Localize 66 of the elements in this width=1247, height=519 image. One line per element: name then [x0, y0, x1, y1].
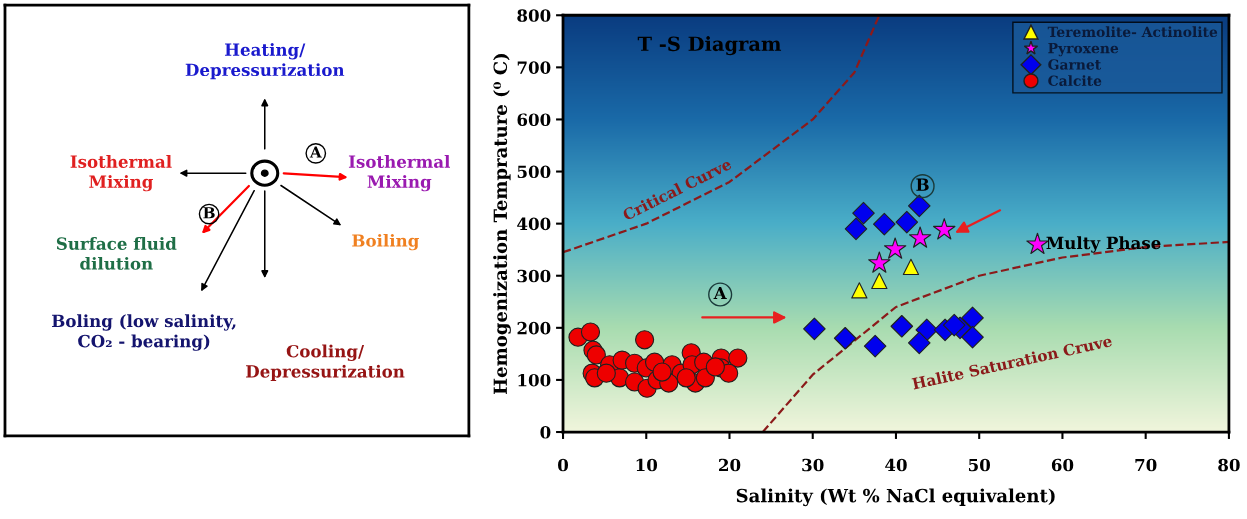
point	[908, 226, 932, 248]
x-tick-label: 10	[636, 458, 658, 472]
point	[596, 363, 616, 383]
y-tick-label: 800	[517, 9, 551, 22]
text: Boiling	[352, 233, 419, 251]
point	[580, 322, 601, 342]
point	[852, 201, 875, 225]
legend-label: Pyroxene	[1048, 43, 1119, 57]
point	[863, 334, 887, 358]
point	[902, 258, 920, 276]
x-axis-title: Salinity (Wt % NaCl equivalent)	[736, 488, 1055, 507]
point	[634, 330, 655, 350]
point	[895, 210, 919, 234]
point	[851, 282, 868, 299]
y-tick-label: 0	[540, 425, 551, 439]
text: Boling (low salinity, CO₂ - bearing)	[52, 314, 236, 351]
y-tick-label: 200	[517, 321, 551, 335]
annotation: Multy Phase	[1046, 236, 1161, 253]
y-tick-label: 400	[517, 217, 551, 231]
y-axis-title: Hemogenization Temprature (⁰ C)	[493, 54, 511, 395]
annotation: A	[713, 286, 727, 300]
point	[676, 368, 696, 388]
y-tick-label: 300	[517, 269, 551, 283]
point	[705, 357, 725, 377]
text: Isothermal Mixing	[348, 155, 451, 192]
x-tick-label: 20	[719, 458, 741, 472]
point	[586, 345, 606, 365]
point	[803, 317, 826, 341]
legend-label: Calcite	[1048, 75, 1102, 86]
x-tick-label: 50	[968, 458, 991, 472]
text: Isothermal Mixing	[70, 155, 172, 192]
legend-label: Teremolite- Actinolite	[1047, 26, 1218, 38]
line-series	[563, 15, 881, 254]
point	[871, 272, 888, 290]
text: Heating/ Depressurization	[185, 43, 345, 80]
legend-label: Garnet	[1048, 59, 1102, 70]
point	[873, 212, 896, 236]
point	[883, 237, 907, 259]
x-tick-label: 70	[1135, 458, 1157, 472]
point	[844, 217, 868, 241]
y-tick-label: 500	[517, 165, 551, 179]
x-tick-label: 40	[885, 458, 907, 472]
y-tick-label: 700	[517, 61, 551, 74]
point	[933, 218, 956, 240]
point	[961, 306, 984, 330]
point	[942, 313, 966, 337]
x-tick-label: 30	[802, 458, 824, 472]
x-tick-label: 60	[1051, 458, 1074, 472]
text: T -S Diagram	[637, 36, 782, 56]
point	[961, 325, 984, 349]
text: Surface fluid dilution	[56, 237, 177, 270]
y-tick-label: 600	[517, 113, 551, 127]
x-tick-label: 0	[558, 458, 569, 472]
text: B	[203, 207, 215, 219]
text: Cooling/ Depressurization	[246, 344, 405, 381]
text: A	[309, 146, 322, 158]
point	[728, 348, 748, 368]
point	[868, 251, 891, 273]
point	[652, 362, 672, 382]
x-tick-label: 80	[1218, 458, 1240, 472]
annotation: B	[916, 178, 929, 191]
y-tick-label: 100	[518, 373, 551, 387]
point	[890, 314, 914, 338]
point	[833, 326, 857, 350]
point	[907, 194, 931, 218]
point	[907, 331, 931, 355]
